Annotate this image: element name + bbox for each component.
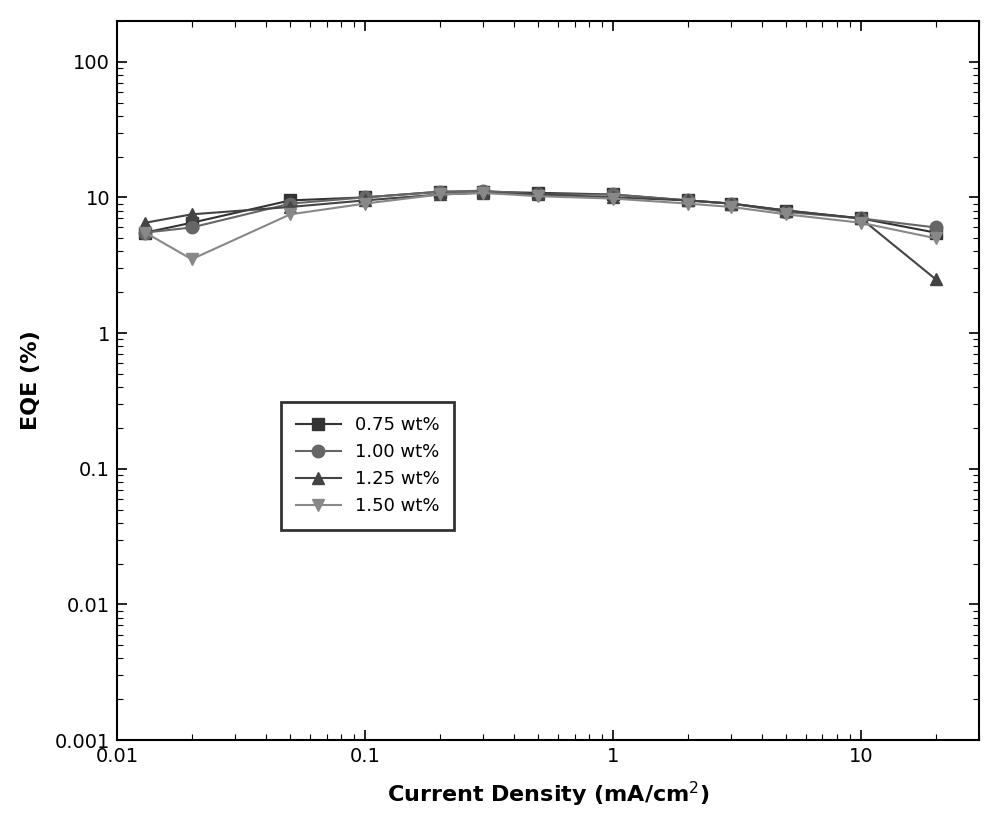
1.00 wt% <box>359 193 371 203</box>
0.75 wt% <box>855 213 867 223</box>
1.00 wt% <box>682 195 694 205</box>
1.00 wt% <box>532 189 544 199</box>
1.00 wt% <box>780 207 792 217</box>
1.25 wt% <box>284 202 296 212</box>
Line: 1.25 wt%: 1.25 wt% <box>139 187 942 286</box>
1.25 wt% <box>532 189 544 199</box>
0.75 wt% <box>780 206 792 216</box>
0.75 wt% <box>186 217 198 227</box>
1.00 wt% <box>855 213 867 223</box>
1.50 wt% <box>359 198 371 208</box>
X-axis label: Current Density (mA/cm$^2$): Current Density (mA/cm$^2$) <box>387 780 709 809</box>
1.25 wt% <box>930 274 942 284</box>
0.75 wt% <box>359 193 371 203</box>
Legend: 0.75 wt%, 1.00 wt%, 1.25 wt%, 1.50 wt%: 0.75 wt%, 1.00 wt%, 1.25 wt%, 1.50 wt% <box>281 402 454 530</box>
1.00 wt% <box>186 222 198 232</box>
1.00 wt% <box>284 198 296 208</box>
0.75 wt% <box>139 227 151 237</box>
1.25 wt% <box>607 193 619 203</box>
1.00 wt% <box>725 198 737 208</box>
1.50 wt% <box>930 233 942 243</box>
Line: 0.75 wt%: 0.75 wt% <box>140 186 941 238</box>
1.00 wt% <box>607 189 619 199</box>
1.25 wt% <box>725 198 737 208</box>
1.25 wt% <box>139 217 151 227</box>
1.50 wt% <box>682 198 694 208</box>
0.75 wt% <box>930 227 942 237</box>
1.00 wt% <box>434 187 446 197</box>
0.75 wt% <box>284 195 296 205</box>
1.25 wt% <box>477 188 489 198</box>
0.75 wt% <box>477 187 489 197</box>
0.75 wt% <box>434 187 446 197</box>
1.25 wt% <box>682 195 694 205</box>
1.25 wt% <box>780 206 792 216</box>
1.50 wt% <box>532 191 544 201</box>
1.00 wt% <box>477 186 489 196</box>
0.75 wt% <box>532 188 544 198</box>
1.50 wt% <box>284 209 296 219</box>
1.25 wt% <box>186 209 198 219</box>
1.25 wt% <box>434 189 446 199</box>
Line: 1.00 wt%: 1.00 wt% <box>139 184 942 239</box>
0.75 wt% <box>607 189 619 199</box>
1.50 wt% <box>855 217 867 227</box>
0.75 wt% <box>682 195 694 205</box>
0.75 wt% <box>725 198 737 208</box>
Line: 1.50 wt%: 1.50 wt% <box>139 187 942 266</box>
1.50 wt% <box>725 202 737 212</box>
1.50 wt% <box>780 209 792 219</box>
1.00 wt% <box>930 222 942 232</box>
1.25 wt% <box>359 195 371 205</box>
1.25 wt% <box>855 213 867 223</box>
1.50 wt% <box>139 227 151 237</box>
1.00 wt% <box>139 227 151 237</box>
1.50 wt% <box>477 188 489 198</box>
1.50 wt% <box>434 189 446 199</box>
1.50 wt% <box>607 193 619 203</box>
Y-axis label: EQE (%): EQE (%) <box>21 330 41 431</box>
1.50 wt% <box>186 254 198 264</box>
